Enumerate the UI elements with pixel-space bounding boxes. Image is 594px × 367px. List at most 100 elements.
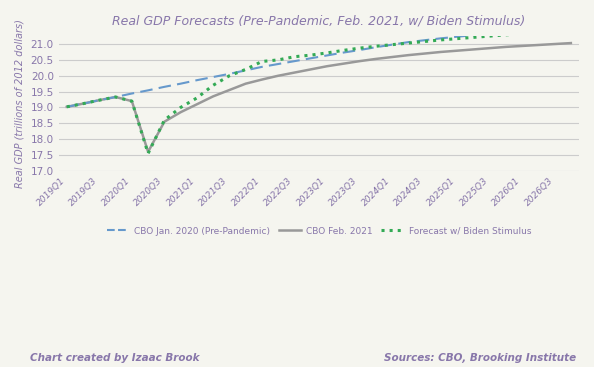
Forecast w/ Biden Stimulus — [486, 34, 493, 38]
CBO Jan. 2020 (Pre-Pandemic) — [503, 30, 510, 34]
CBO Jan. 2020 (Pre-Pandemic) — [372, 45, 380, 50]
Forecast w/ Biden Stimulus — [274, 58, 282, 62]
Forecast w/ Biden Stimulus — [242, 67, 249, 72]
Forecast w/ Biden Stimulus — [323, 51, 330, 55]
CBO Feb. 2021 — [307, 67, 314, 72]
CBO Jan. 2020 (Pre-Pandemic) — [63, 105, 70, 109]
Forecast w/ Biden Stimulus — [567, 29, 574, 33]
CBO Feb. 2021 — [453, 48, 460, 53]
CBO Feb. 2021 — [437, 50, 444, 54]
Forecast w/ Biden Stimulus — [96, 98, 103, 102]
Forecast w/ Biden Stimulus — [161, 118, 168, 122]
Forecast w/ Biden Stimulus — [112, 95, 119, 99]
CBO Jan. 2020 (Pre-Pandemic) — [486, 31, 493, 36]
CBO Jan. 2020 (Pre-Pandemic) — [258, 65, 266, 69]
CBO Feb. 2021 — [128, 99, 135, 103]
Forecast w/ Biden Stimulus — [80, 101, 87, 106]
CBO Feb. 2021 — [486, 46, 493, 50]
Forecast w/ Biden Stimulus — [226, 73, 233, 78]
CBO Jan. 2020 (Pre-Pandemic) — [567, 25, 574, 29]
CBO Jan. 2020 (Pre-Pandemic) — [340, 50, 347, 55]
Forecast w/ Biden Stimulus — [503, 33, 510, 37]
CBO Feb. 2021 — [274, 73, 282, 78]
Forecast w/ Biden Stimulus — [144, 151, 151, 156]
CBO Jan. 2020 (Pre-Pandemic) — [177, 81, 184, 86]
CBO Jan. 2020 (Pre-Pandemic) — [80, 101, 87, 106]
Forecast w/ Biden Stimulus — [453, 36, 460, 41]
CBO Feb. 2021 — [144, 150, 151, 154]
CBO Jan. 2020 (Pre-Pandemic) — [274, 62, 282, 66]
Forecast w/ Biden Stimulus — [535, 31, 542, 35]
Forecast w/ Biden Stimulus — [372, 44, 380, 48]
Line: Forecast w/ Biden Stimulus: Forecast w/ Biden Stimulus — [67, 31, 571, 153]
Title: Real GDP Forecasts (Pre-Pandemic, Feb. 2021, w/ Biden Stimulus): Real GDP Forecasts (Pre-Pandemic, Feb. 2… — [112, 15, 526, 28]
CBO Jan. 2020 (Pre-Pandemic) — [226, 72, 233, 76]
CBO Jan. 2020 (Pre-Pandemic) — [307, 56, 314, 61]
Forecast w/ Biden Stimulus — [210, 83, 217, 87]
Forecast w/ Biden Stimulus — [356, 46, 363, 50]
CBO Feb. 2021 — [226, 88, 233, 92]
CBO Jan. 2020 (Pre-Pandemic) — [323, 53, 330, 58]
Forecast w/ Biden Stimulus — [421, 39, 428, 44]
CBO Feb. 2021 — [551, 42, 558, 46]
CBO Feb. 2021 — [567, 41, 574, 45]
CBO Feb. 2021 — [372, 57, 380, 61]
Text: Sources: CBO, Brooking Institute: Sources: CBO, Brooking Institute — [384, 353, 576, 363]
Forecast w/ Biden Stimulus — [388, 43, 396, 47]
CBO Feb. 2021 — [470, 47, 477, 52]
CBO Jan. 2020 (Pre-Pandemic) — [96, 98, 103, 102]
Forecast w/ Biden Stimulus — [519, 32, 526, 36]
Forecast w/ Biden Stimulus — [437, 38, 444, 42]
CBO Feb. 2021 — [519, 44, 526, 48]
Forecast w/ Biden Stimulus — [291, 55, 298, 59]
Forecast w/ Biden Stimulus — [307, 53, 314, 57]
CBO Feb. 2021 — [161, 120, 168, 124]
CBO Jan. 2020 (Pre-Pandemic) — [405, 40, 412, 44]
Y-axis label: Real GDP (trillions of 2012 dollars): Real GDP (trillions of 2012 dollars) — [15, 19, 25, 188]
Forecast w/ Biden Stimulus — [405, 41, 412, 45]
CBO Feb. 2021 — [242, 81, 249, 86]
Line: CBO Feb. 2021: CBO Feb. 2021 — [67, 43, 571, 152]
Forecast w/ Biden Stimulus — [193, 96, 200, 100]
Forecast w/ Biden Stimulus — [63, 105, 70, 109]
Line: CBO Jan. 2020 (Pre-Pandemic): CBO Jan. 2020 (Pre-Pandemic) — [67, 27, 571, 107]
Text: Chart created by Izaac Brook: Chart created by Izaac Brook — [30, 353, 199, 363]
CBO Feb. 2021 — [405, 53, 412, 57]
CBO Jan. 2020 (Pre-Pandemic) — [356, 48, 363, 52]
CBO Jan. 2020 (Pre-Pandemic) — [470, 33, 477, 37]
CBO Feb. 2021 — [177, 110, 184, 115]
CBO Jan. 2020 (Pre-Pandemic) — [128, 91, 135, 96]
CBO Jan. 2020 (Pre-Pandemic) — [144, 88, 151, 92]
Forecast w/ Biden Stimulus — [258, 59, 266, 64]
CBO Jan. 2020 (Pre-Pandemic) — [551, 26, 558, 30]
CBO Feb. 2021 — [63, 105, 70, 109]
CBO Feb. 2021 — [193, 102, 200, 106]
CBO Jan. 2020 (Pre-Pandemic) — [453, 34, 460, 39]
CBO Feb. 2021 — [112, 95, 119, 99]
CBO Feb. 2021 — [535, 43, 542, 47]
CBO Jan. 2020 (Pre-Pandemic) — [161, 85, 168, 89]
CBO Jan. 2020 (Pre-Pandemic) — [242, 68, 249, 73]
CBO Feb. 2021 — [258, 77, 266, 82]
Forecast w/ Biden Stimulus — [470, 35, 477, 40]
CBO Feb. 2021 — [96, 98, 103, 102]
CBO Feb. 2021 — [80, 101, 87, 106]
CBO Feb. 2021 — [421, 51, 428, 56]
CBO Feb. 2021 — [356, 59, 363, 63]
CBO Jan. 2020 (Pre-Pandemic) — [535, 27, 542, 32]
CBO Jan. 2020 (Pre-Pandemic) — [193, 78, 200, 83]
Legend: CBO Jan. 2020 (Pre-Pandemic), CBO Feb. 2021, Forecast w/ Biden Stimulus: CBO Jan. 2020 (Pre-Pandemic), CBO Feb. 2… — [103, 223, 535, 239]
CBO Feb. 2021 — [503, 45, 510, 49]
CBO Feb. 2021 — [340, 62, 347, 66]
CBO Feb. 2021 — [291, 70, 298, 75]
CBO Jan. 2020 (Pre-Pandemic) — [291, 59, 298, 63]
CBO Jan. 2020 (Pre-Pandemic) — [210, 75, 217, 79]
Forecast w/ Biden Stimulus — [128, 99, 135, 103]
CBO Feb. 2021 — [210, 94, 217, 99]
CBO Jan. 2020 (Pre-Pandemic) — [519, 29, 526, 33]
CBO Jan. 2020 (Pre-Pandemic) — [437, 36, 444, 40]
CBO Jan. 2020 (Pre-Pandemic) — [388, 43, 396, 47]
CBO Jan. 2020 (Pre-Pandemic) — [421, 38, 428, 43]
CBO Feb. 2021 — [388, 55, 396, 59]
CBO Feb. 2021 — [323, 64, 330, 68]
